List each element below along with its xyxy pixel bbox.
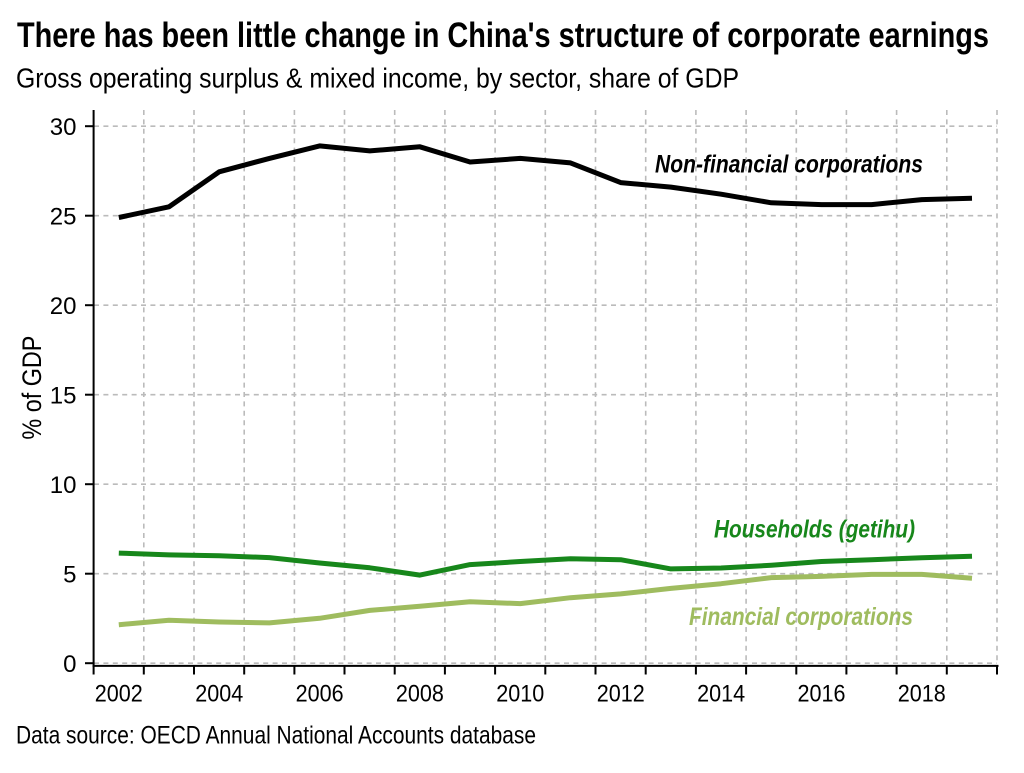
svg-text:Gross operating surplus & mixe: Gross operating surplus & mixed income, … (16, 62, 739, 93)
svg-text:There has been little change i: There has been little change in China's … (17, 16, 989, 55)
svg-text:Non-financial corporations: Non-financial corporations (655, 151, 923, 179)
svg-text:0: 0 (63, 651, 76, 678)
svg-text:2018: 2018 (898, 681, 946, 708)
svg-text:30: 30 (50, 114, 77, 141)
svg-text:20: 20 (50, 293, 77, 320)
svg-text:% of GDP: % of GDP (17, 336, 47, 440)
svg-text:Households (getihu): Households (getihu) (714, 516, 915, 544)
svg-text:Data source: OECD Annual Natio: Data source: OECD Annual National Accoun… (16, 721, 536, 749)
svg-text:25: 25 (50, 204, 77, 231)
svg-text:15: 15 (50, 383, 77, 410)
svg-text:Financial corporations: Financial corporations (689, 603, 913, 631)
svg-text:2012: 2012 (597, 681, 645, 708)
svg-text:2002: 2002 (95, 681, 143, 708)
svg-text:2010: 2010 (496, 681, 544, 708)
svg-text:10: 10 (50, 472, 77, 499)
svg-text:2016: 2016 (798, 681, 846, 708)
svg-text:2008: 2008 (396, 681, 444, 708)
svg-text:5: 5 (63, 562, 76, 589)
svg-text:2006: 2006 (296, 681, 344, 708)
svg-text:2004: 2004 (195, 681, 243, 708)
svg-text:2014: 2014 (697, 681, 745, 708)
